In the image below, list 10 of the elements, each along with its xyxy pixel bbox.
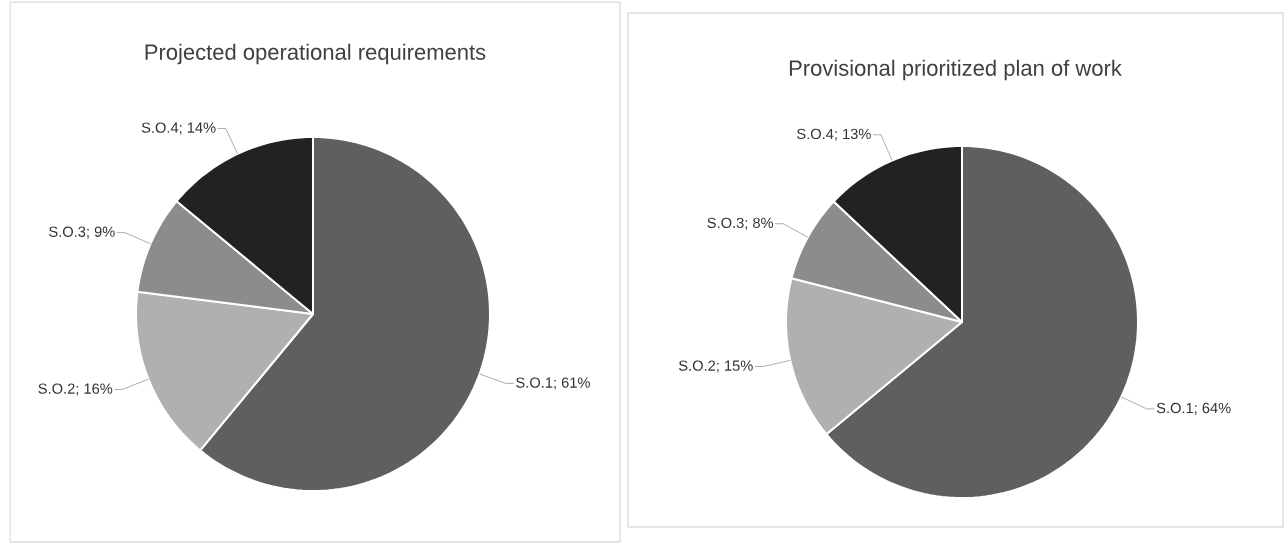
slice-label: S.O.1; 64% [1156, 402, 1231, 415]
slice-label: S.O.3; 8% [707, 217, 774, 230]
slice-label: S.O.4; 14% [141, 122, 216, 135]
chart-title: Provisional prioritized plan of work [789, 59, 1122, 81]
slice-label: S.O.3; 9% [49, 226, 115, 239]
slice-label: S.O.2; 16% [38, 383, 113, 396]
slice-label: S.O.1; 61% [516, 377, 590, 390]
slice-label: S.O.2; 15% [678, 360, 753, 373]
slice-label: S.O.4; 13% [797, 128, 871, 141]
chart-title: Projected operational requirements [145, 43, 486, 65]
